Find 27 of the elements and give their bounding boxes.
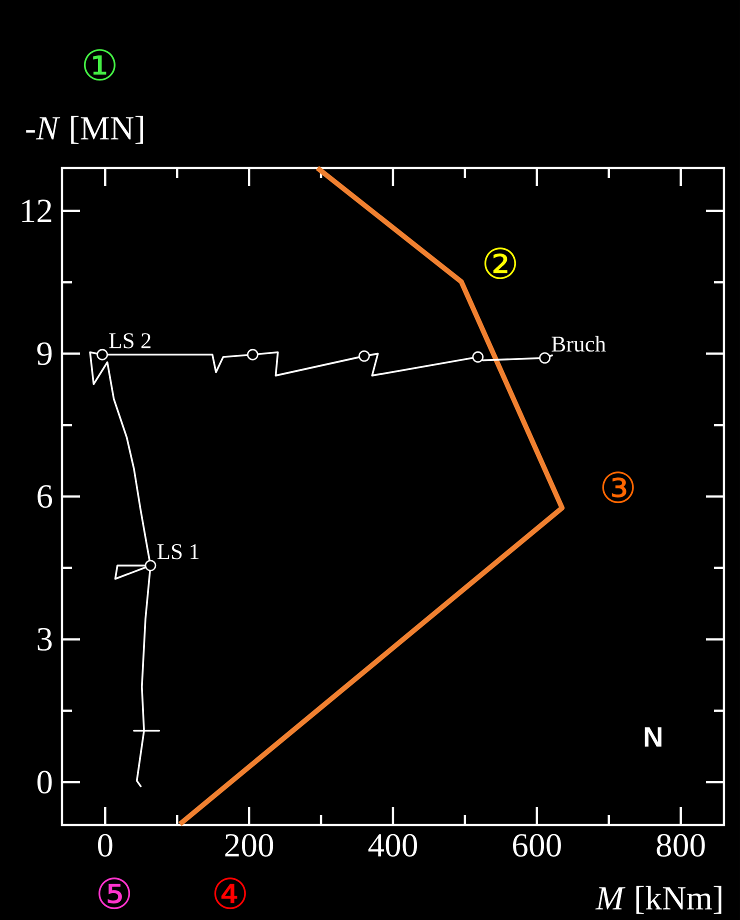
y-tick-label: 3 — [38, 628, 52, 651]
point — [358, 350, 370, 362]
x-tick-label: 800 — [656, 834, 705, 857]
annotation: LS 2 — [109, 333, 150, 348]
point — [472, 351, 484, 363]
x-tick-label: 200 — [225, 834, 274, 857]
annotation: ② — [484, 247, 516, 280]
annotation: N — [644, 727, 662, 747]
text: ⑤ — [98, 878, 130, 910]
point — [246, 348, 258, 360]
point — [144, 560, 156, 572]
y-tick-label: 0 — [37, 770, 52, 794]
point — [539, 352, 551, 364]
annotation: ③ — [602, 472, 634, 504]
point — [96, 348, 108, 360]
text: ④ — [214, 878, 246, 910]
text: ① — [84, 49, 116, 81]
annotation: LS 1 — [157, 544, 199, 560]
y-axis-title: -N [MN] — [26, 116, 143, 144]
y-tick-label: 9 — [37, 342, 52, 366]
x-tick-label: 600 — [513, 834, 561, 857]
y-tick-label: 6 — [38, 485, 52, 508]
y-tick-label: 12 — [22, 200, 52, 222]
x-tick-label: 400 — [368, 834, 418, 857]
x-axis-title: M [kNm] — [595, 886, 722, 914]
annotation: Bruch — [552, 336, 606, 352]
x-tick-label: 0 — [98, 834, 112, 857]
